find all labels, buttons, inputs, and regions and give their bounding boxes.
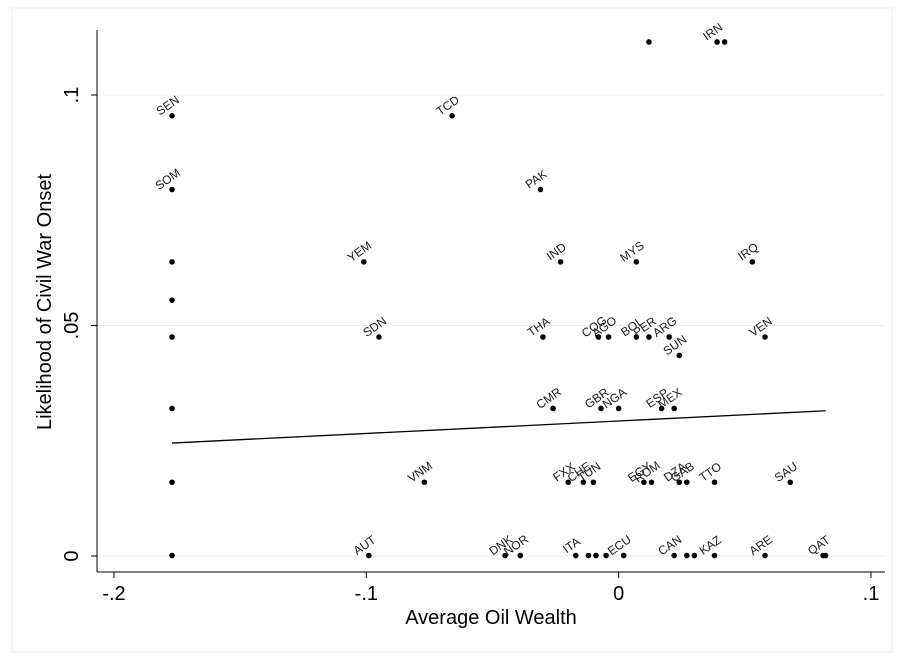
data-point (572, 552, 579, 559)
data-point (691, 552, 698, 559)
y-tick-label: .1 (61, 87, 83, 104)
data-point (169, 334, 175, 340)
data-point (421, 479, 428, 486)
data-point (169, 552, 175, 559)
data-point (762, 334, 768, 340)
data-point (565, 479, 571, 486)
data-point (603, 552, 609, 559)
data-point (593, 552, 599, 559)
data-point (711, 552, 718, 559)
data-point (658, 405, 665, 412)
data-point (595, 334, 602, 340)
data-point (676, 352, 683, 359)
data-point (676, 479, 683, 486)
data-point (605, 334, 612, 340)
data-point (550, 405, 556, 412)
data-point (540, 334, 546, 340)
data-point (671, 405, 677, 412)
data-point (646, 39, 652, 45)
y-tick-label: 0 (61, 550, 83, 561)
data-point (683, 479, 690, 486)
data-point (517, 552, 524, 559)
data-point (648, 479, 655, 486)
fit-line-group (172, 410, 826, 444)
y-ticks: 0 .05 .1 (61, 87, 97, 562)
data-point (580, 479, 587, 486)
data-point (169, 259, 175, 265)
x-tick-label: .1 (863, 583, 880, 605)
y-axis-title: Likelihood of Civil War Onset (34, 174, 56, 430)
data-point (615, 405, 622, 412)
data-point (620, 552, 627, 559)
data-point (683, 552, 690, 559)
data-point (169, 405, 175, 412)
data-point (787, 479, 794, 486)
x-tick-label: -.2 (102, 583, 125, 605)
data-point (585, 552, 592, 559)
data-point (590, 479, 597, 486)
y-tick-label: .05 (61, 312, 83, 340)
data-point (641, 479, 647, 486)
data-point (169, 186, 175, 193)
x-tick-label: 0 (613, 583, 624, 605)
data-point (749, 259, 756, 265)
data-point (633, 259, 640, 265)
data-point (671, 552, 677, 559)
plot-frame (11, 7, 893, 653)
data-point (557, 259, 564, 265)
data-point (721, 39, 728, 45)
data-point (502, 552, 508, 559)
data-point (646, 334, 652, 340)
x-ticks: -.2 -.1 0 .1 (102, 572, 879, 605)
data-point (449, 112, 455, 119)
data-point (376, 334, 382, 340)
gridlines (97, 94, 885, 557)
data-point (361, 259, 367, 265)
data-point (711, 479, 718, 486)
data-point (169, 297, 175, 303)
data-point (366, 552, 372, 559)
fit-line (172, 410, 826, 444)
data-point (169, 112, 175, 119)
data-point (822, 552, 829, 559)
data-point (666, 334, 672, 340)
data-point (633, 334, 640, 340)
data-point (169, 479, 175, 486)
data-point (537, 186, 544, 193)
data-point (598, 405, 604, 412)
data-point (762, 552, 768, 559)
x-axis-title: Average Oil Wealth (405, 607, 577, 629)
data-point (714, 39, 720, 45)
x-tick-label: -.1 (355, 583, 378, 605)
